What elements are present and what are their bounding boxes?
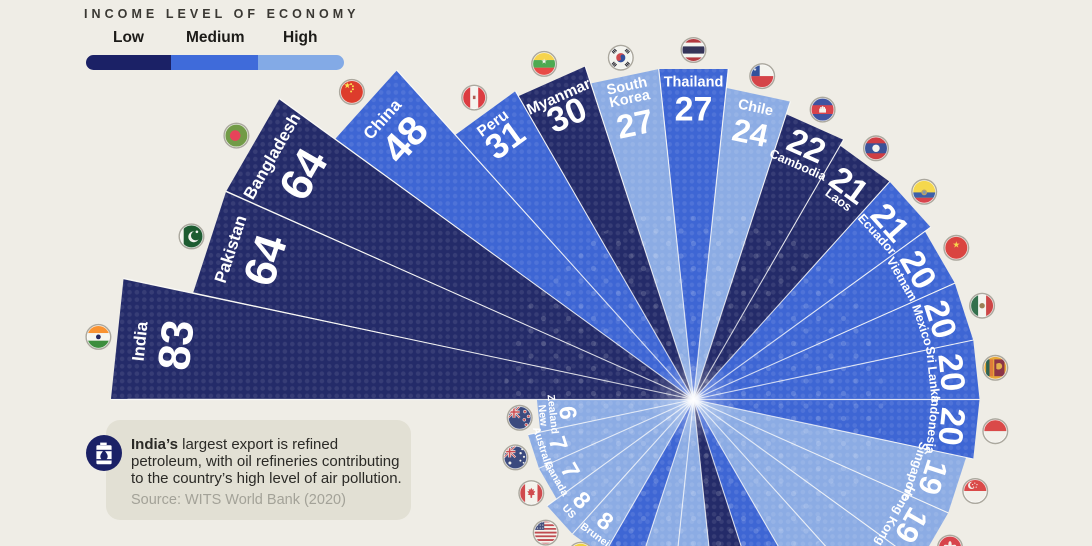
svg-text:New: New bbox=[536, 404, 550, 428]
svg-text:24: 24 bbox=[729, 111, 771, 154]
svg-text:Indonesia: Indonesia bbox=[923, 395, 943, 456]
svg-text:Zealand: Zealand bbox=[545, 394, 561, 435]
svg-text:India: India bbox=[129, 320, 152, 362]
svg-text:20: 20 bbox=[930, 352, 972, 394]
svg-text:Chile: Chile bbox=[736, 97, 774, 120]
svg-text:27: 27 bbox=[675, 90, 713, 128]
svg-text:Thailand: Thailand bbox=[664, 75, 724, 91]
svg-text:6: 6 bbox=[553, 405, 581, 421]
svg-text:Sri Lanka: Sri Lanka bbox=[923, 346, 943, 404]
svg-text:20: 20 bbox=[930, 406, 972, 448]
svg-text:27: 27 bbox=[613, 102, 657, 146]
svg-text:83: 83 bbox=[148, 317, 204, 372]
